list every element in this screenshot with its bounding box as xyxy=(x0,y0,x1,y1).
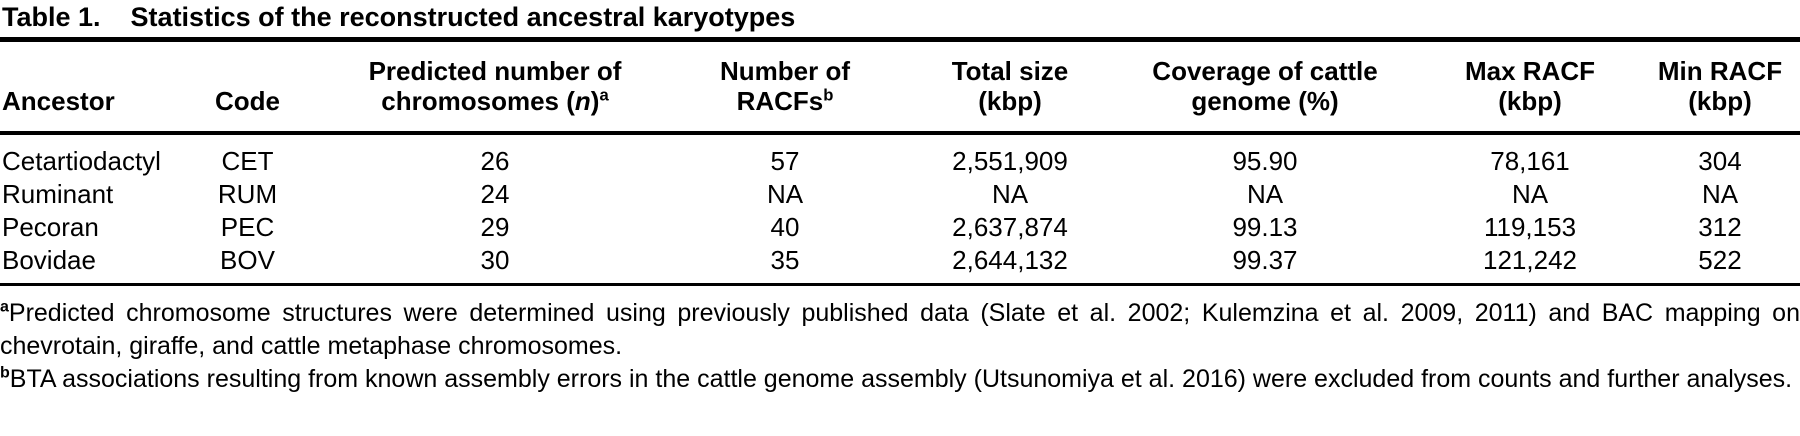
cell-min-racf: 312 xyxy=(1698,212,1742,242)
footnote-a: aPredicted chromosome structures were de… xyxy=(0,297,1800,363)
table-number-label: Table 1. xyxy=(2,2,101,32)
footnote-b-reference: b xyxy=(823,85,834,105)
cell-coverage: NA xyxy=(1246,179,1284,209)
cell-racfs: NA xyxy=(766,179,804,209)
cell-min-racf: NA xyxy=(1701,179,1739,209)
col-header-racfs: Number of RACFsb xyxy=(660,39,910,135)
cell-racfs: 40 xyxy=(770,212,800,242)
header-total-size-line2: (kbp) xyxy=(978,86,1042,116)
cell-ancestor: Bovidae xyxy=(2,245,96,275)
footnote-b-text: BTA associations resulting from known as… xyxy=(9,365,1793,393)
chromosome-number-variable: n xyxy=(574,86,591,116)
table-figure: Table 1. Statistics of the reconstructed… xyxy=(0,0,1800,396)
footnote-a-marker: a xyxy=(0,298,9,316)
header-min-racf-line1: Min RACF xyxy=(1657,56,1783,86)
col-header-min-racf: Min RACF (kbp) xyxy=(1640,39,1800,135)
cell-chromosomes: 26 xyxy=(480,146,510,176)
header-ancestor-label: Ancestor xyxy=(2,86,115,116)
header-max-racf-line1: Max RACF xyxy=(1464,56,1595,86)
table-title: Table 1. Statistics of the reconstructed… xyxy=(0,0,1800,37)
cell-code: RUM xyxy=(217,179,278,209)
header-chromosomes-line2-pre: chromosomes ( xyxy=(381,86,575,116)
cell-total-size: 2,644,132 xyxy=(952,245,1068,275)
table-row-cetartiodactyl: Cetartiodactyl CET 26 57 2,551,909 95.90… xyxy=(0,133,1800,178)
header-chromosomes-line2: chromosomes (n)a xyxy=(334,86,656,116)
cell-chromosomes: 24 xyxy=(480,179,510,209)
header-coverage-line2: genome (%) xyxy=(1191,86,1339,116)
header-min-racf-line2: (kbp) xyxy=(1688,86,1752,116)
col-header-coverage: Coverage of cattle genome (%) xyxy=(1110,39,1420,135)
cell-racfs: 35 xyxy=(770,245,800,275)
footnote-a-text: Predicted chromosome structures were det… xyxy=(0,299,1800,360)
footnote-b: bBTA associations resulting from known a… xyxy=(0,363,1800,396)
header-code-label: Code xyxy=(215,86,280,116)
footnote-b-marker: b xyxy=(0,364,10,382)
col-header-ancestor: Ancestor xyxy=(0,39,165,135)
header-chromosomes-line1: Predicted number of xyxy=(368,56,622,86)
cell-max-racf: NA xyxy=(1511,179,1549,209)
cell-total-size: NA xyxy=(991,179,1029,209)
table-row-ruminant: Ruminant RUM 24 NA NA NA NA NA xyxy=(0,178,1800,211)
cell-coverage: 99.13 xyxy=(1232,212,1298,242)
header-racfs-line1: Number of xyxy=(720,56,850,86)
header-chromosomes-line2-close: ) xyxy=(590,86,600,116)
cell-coverage: 95.90 xyxy=(1232,146,1298,176)
table-row-pecoran: Pecoran PEC 29 40 2,637,874 99.13 119,15… xyxy=(0,211,1800,244)
cell-max-racf: 119,153 xyxy=(1483,212,1577,242)
cell-min-racf: 304 xyxy=(1698,146,1742,176)
col-header-total-size: Total size (kbp) xyxy=(910,39,1110,135)
header-total-size-line1: Total size xyxy=(951,56,1069,86)
table-title-text: Statistics of the reconstructed ancestra… xyxy=(130,2,796,32)
cell-max-racf: 78,161 xyxy=(1490,146,1570,176)
col-header-max-racf: Max RACF (kbp) xyxy=(1420,39,1640,135)
cell-chromosomes: 29 xyxy=(480,212,510,242)
header-coverage-line1: Coverage of cattle xyxy=(1152,56,1378,86)
header-max-racf-line2: (kbp) xyxy=(1498,86,1562,116)
cell-ancestor: Cetartiodactyl xyxy=(2,146,161,176)
footnote-a-reference: a xyxy=(599,85,609,105)
cell-code: PEC xyxy=(220,212,275,242)
cell-total-size: 2,637,874 xyxy=(952,212,1068,242)
col-header-chromosomes: Predicted number of chromosomes (n)a xyxy=(330,39,660,135)
col-header-code: Code xyxy=(165,39,330,135)
cell-chromosomes: 30 xyxy=(480,245,510,275)
cell-ancestor: Pecoran xyxy=(2,212,99,242)
cell-min-racf: 522 xyxy=(1698,245,1742,275)
header-racfs-line2: RACFsb xyxy=(664,86,906,116)
table-row-bovidae: Bovidae BOV 30 35 2,644,132 99.37 121,24… xyxy=(0,244,1800,285)
cell-total-size: 2,551,909 xyxy=(952,146,1068,176)
cell-code: BOV xyxy=(220,245,275,275)
header-racfs-label: RACFs xyxy=(736,86,824,116)
table-footnotes: aPredicted chromosome structures were de… xyxy=(0,297,1800,396)
cell-ancestor: Ruminant xyxy=(2,179,114,209)
header-row: Ancestor Code Predicted number of chromo… xyxy=(0,39,1800,135)
karyotype-stats-table: Ancestor Code Predicted number of chromo… xyxy=(0,37,1800,286)
cell-code: CET xyxy=(221,146,274,176)
cell-max-racf: 121,242 xyxy=(1483,245,1577,275)
cell-coverage: 99.37 xyxy=(1232,245,1298,275)
cell-racfs: 57 xyxy=(770,146,800,176)
